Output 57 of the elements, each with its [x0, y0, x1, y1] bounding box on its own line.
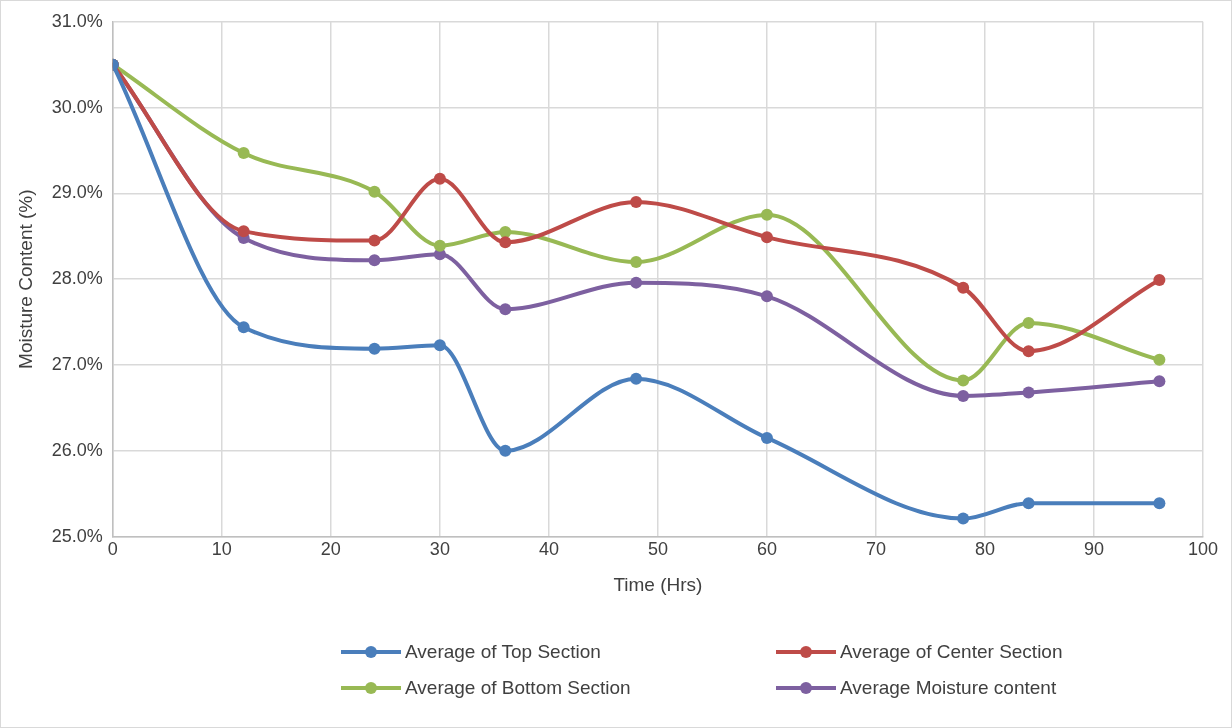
y-tick-label: 28.0%: [51, 268, 103, 289]
x-tick-label: 10: [211, 539, 232, 560]
point: [957, 374, 970, 387]
x-axis-title: Time (Hrs): [613, 573, 703, 595]
point: [368, 254, 381, 267]
point: [433, 172, 446, 185]
y-tick-label: 26.0%: [51, 439, 103, 460]
point: [630, 276, 643, 289]
point: [957, 389, 970, 402]
point: [760, 290, 773, 303]
x-tick-label: 100: [1187, 539, 1219, 560]
x-tick-label: 40: [538, 539, 559, 560]
point: [1153, 375, 1166, 388]
x-tick-label: 70: [865, 539, 886, 560]
point: [368, 342, 381, 355]
y-tick-label: 31.0%: [51, 10, 103, 31]
legend-label: Average Moisture content: [840, 677, 1057, 699]
x-tick-label: 0: [107, 539, 118, 560]
legend-label: Average of Bottom Section: [405, 677, 631, 699]
point: [433, 339, 446, 352]
point: [1153, 353, 1166, 366]
point: [499, 236, 512, 249]
point: [957, 281, 970, 294]
point: [237, 225, 250, 238]
point: [760, 231, 773, 244]
legend-label: Average of Center Section: [840, 641, 1063, 663]
y-axis-title: Moisture Content (%): [14, 189, 36, 369]
point: [368, 234, 381, 247]
x-tick-label: 50: [647, 539, 668, 560]
x-tick-label: 90: [1083, 539, 1104, 560]
point: [1022, 345, 1035, 358]
legend-label: Average of Top Section: [405, 641, 601, 663]
point: [1022, 386, 1035, 399]
y-tick-label: 29.0%: [51, 182, 103, 203]
x-tick-label: 60: [756, 539, 777, 560]
x-tick-label: 30: [429, 539, 450, 560]
point: [499, 303, 512, 316]
x-tick-label: 20: [320, 539, 341, 560]
point: [760, 208, 773, 221]
point: [237, 147, 250, 160]
point: [1022, 316, 1035, 329]
point: [237, 321, 250, 334]
point: [1153, 497, 1166, 510]
point: [957, 512, 970, 525]
y-tick-label: 27.0%: [51, 353, 103, 374]
point: [630, 372, 643, 385]
y-tick-label: 30.0%: [51, 96, 103, 117]
point: [630, 195, 643, 208]
point: [1153, 274, 1166, 287]
point: [433, 239, 446, 252]
x-tick-label: 80: [974, 539, 995, 560]
y-tick-label: 25.0%: [51, 525, 103, 546]
point: [368, 185, 381, 198]
point: [1022, 497, 1035, 510]
point: [499, 444, 512, 457]
point: [630, 256, 643, 269]
point: [760, 431, 773, 444]
